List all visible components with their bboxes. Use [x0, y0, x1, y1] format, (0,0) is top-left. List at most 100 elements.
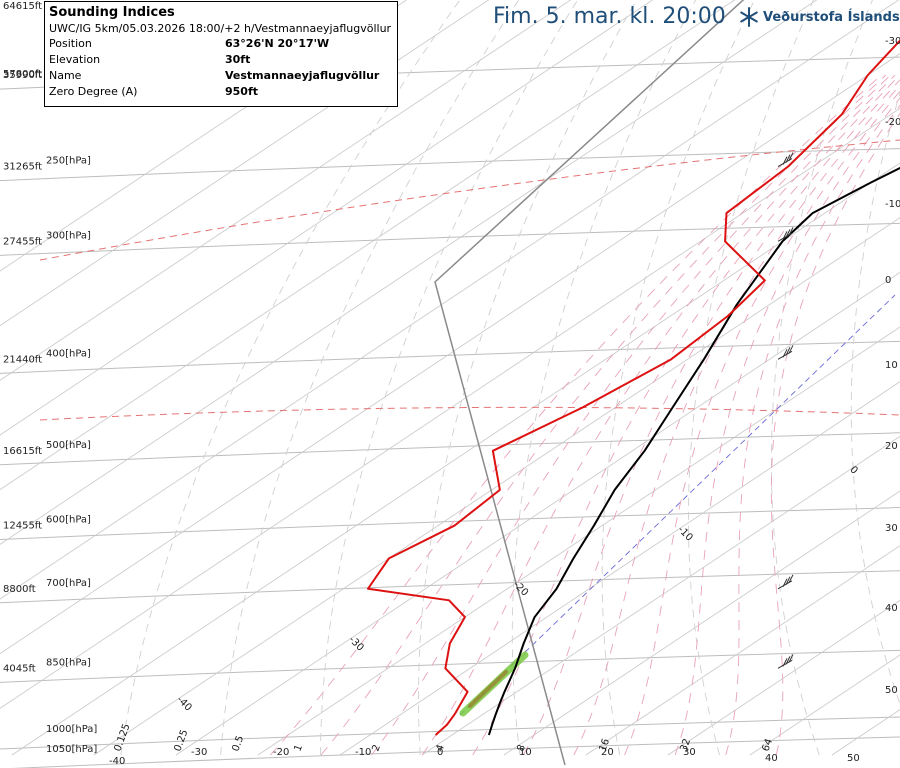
right-axis-label: 10: [885, 360, 898, 371]
right-axis-label: -30: [885, 36, 900, 47]
wind-barb-feather: [785, 154, 791, 163]
moist-adiabat-line: [371, 74, 891, 756]
info-row-elevation: Elevation 30ft: [49, 52, 393, 68]
info-title: Sounding Indices: [49, 5, 175, 20]
isotherm-line: [749, 654, 900, 756]
wind-barb-feather: [788, 227, 794, 236]
isobar-line: [0, 148, 900, 182]
moist-adiabat-line: [320, 74, 887, 756]
dry-adiabat-line: [319, 0, 579, 756]
bottom-temp-label: 10: [519, 747, 532, 758]
cin-ribbon: [468, 670, 508, 708]
wind-barb-feather: [788, 654, 794, 663]
mixing-ratio-label: 0.5: [230, 734, 246, 753]
isotherm-line: [257, 326, 900, 756]
bottom-temp-label: 50: [847, 753, 860, 764]
isobar-line: [11, 736, 900, 768]
bottom-temp-label: -20: [273, 747, 289, 758]
moist-adiabat-line: [421, 74, 896, 756]
wind-barb-feather: [788, 152, 794, 161]
wind-barb-feather: [785, 576, 791, 585]
pressure-label: 500[hPa]: [46, 440, 91, 451]
mixing-ratio-label: 4: [434, 743, 447, 753]
isotherm-label: -40: [174, 694, 193, 713]
isotherm-label: -10: [675, 524, 694, 543]
wind-barb: [777, 345, 794, 360]
info-key: Zero Degree (A): [49, 85, 138, 98]
mixing-ratio-label: 32: [678, 737, 693, 753]
isotherm-line: [503, 490, 900, 756]
moist-adiabat-line: [674, 97, 900, 756]
bottom-temp-label: 0: [437, 747, 443, 758]
height-label: 64615ft: [3, 1, 42, 12]
info-value: 63°26'N 20°17'W: [225, 37, 330, 50]
brand-name: Veðurstofa Íslands: [763, 9, 900, 25]
height-label: 31265ft: [3, 162, 42, 173]
right-axis-label: 0: [885, 275, 891, 286]
info-key: Name: [49, 69, 82, 82]
isobar-line: [0, 507, 900, 541]
mixing-ratio-label: 8: [515, 743, 528, 753]
isotherm-line: [11, 162, 900, 756]
pressure-label: 850[hPa]: [46, 657, 91, 668]
wind-barb: [777, 574, 794, 590]
mixing-ratio-label: 0.125: [112, 722, 132, 753]
wind-barb-feather: [788, 345, 794, 354]
pressure-label: 250[hPa]: [46, 156, 91, 167]
forecast-time: Fim. 5. mar. kl. 20:00: [493, 4, 726, 29]
isobar-line: [0, 432, 900, 466]
right-axis-label: -10: [885, 199, 900, 210]
info-row-name: Name Vestmannaeyjaflugvöllur: [49, 68, 393, 84]
wind-barb-feather: [785, 229, 791, 238]
tropopause-line: [39, 406, 900, 421]
dry-adiabat-line: [601, 0, 756, 756]
info-value: 30ft: [225, 53, 251, 66]
dry-adiabat-line: [220, 0, 520, 756]
wind-barb: [777, 152, 794, 168]
bottom-temp-label: 40: [765, 753, 778, 764]
wind-barb-feather: [782, 349, 788, 358]
info-row-zero-degree: Zero Degree (A) 950ft: [49, 84, 393, 100]
isobar-line: [0, 340, 900, 374]
isobar-line: [0, 716, 900, 750]
wind-barb-feather: [785, 656, 791, 665]
height-label: 27455ft: [3, 236, 42, 247]
moist-adiabat-line: [522, 79, 900, 756]
isotherm-label: 0: [847, 464, 859, 476]
moist-adiabat-line: [270, 74, 882, 756]
height-label: 57800ft: [3, 69, 42, 80]
isotherm-line: [175, 271, 900, 756]
moist-adiabat-line: [770, 112, 900, 756]
isobar-line: [0, 649, 900, 683]
info-value: Vestmannaeyjaflugvöllur: [225, 69, 380, 82]
bottom-temp-label: -40: [109, 756, 125, 767]
mixing-ratio-label: 64: [760, 737, 775, 753]
dry-adiabat-line: [418, 0, 638, 756]
wind-barbs-layer: [777, 152, 794, 669]
dewpoint-line: [366, 39, 900, 736]
bottom-temp-label: 20: [601, 747, 614, 758]
dry-adiabat-line: [687, 0, 814, 756]
series-layer: [366, 39, 900, 736]
height-label: 4045ft: [3, 663, 36, 674]
brand-logo[interactable]: Veðurstofa Íslands: [738, 6, 900, 28]
tropopause-line: [39, 139, 900, 261]
isotherm-line: [421, 435, 900, 756]
isotherm-line: [667, 599, 900, 756]
wind-barb-feather: [782, 658, 788, 667]
pressure-label: 600[hPa]: [46, 515, 91, 526]
height-label: 8800ft: [3, 584, 36, 595]
isotherm-line: [339, 381, 900, 756]
isotherm-line: [93, 217, 900, 756]
isobar-line: [0, 570, 900, 604]
mixing-ratio-label: 16: [597, 737, 612, 753]
temperature-line: [487, 166, 900, 736]
